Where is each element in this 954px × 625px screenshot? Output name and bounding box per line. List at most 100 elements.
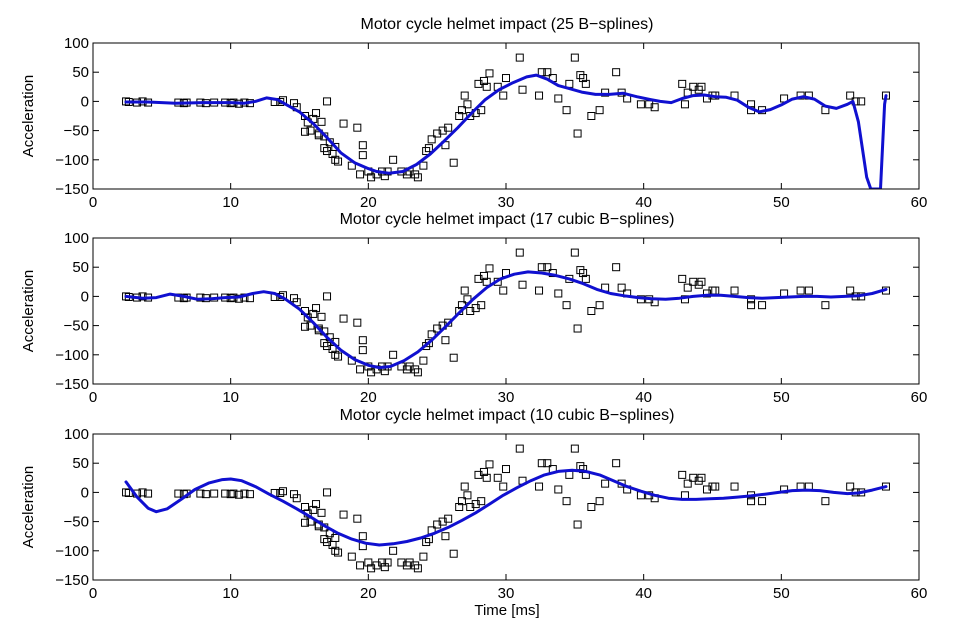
y-axis-label: Acceleration [20, 75, 37, 158]
data-point-marker [543, 68, 552, 77]
data-point-marker [339, 314, 348, 323]
data-point-marker [323, 342, 332, 351]
data-point-marker [463, 100, 472, 109]
x-tick-label: 30 [498, 194, 515, 211]
data-point-marker [312, 304, 321, 313]
data-point-marker [331, 533, 340, 542]
data-point-marker [570, 248, 579, 257]
data-point-marker [502, 74, 510, 83]
data-point-marker [683, 479, 692, 488]
data-point-marker [433, 324, 442, 333]
data-point-marker [730, 286, 739, 295]
x-tick-label: 0 [89, 389, 97, 406]
data-point-marker [581, 79, 590, 88]
data-point-marker [309, 505, 318, 514]
y-axis-label: Acceleration [20, 466, 37, 549]
data-point-marker [570, 444, 579, 453]
data-point-marker [796, 286, 805, 295]
y-tick-label: 0 [81, 484, 89, 501]
data-point-marker [358, 532, 367, 541]
data-point-marker [758, 301, 767, 310]
data-point-marker [229, 489, 238, 498]
x-tick-label: 50 [773, 194, 790, 211]
data-point-marker [595, 106, 604, 115]
data-point-marker [334, 157, 343, 166]
data-point-marker [358, 336, 367, 345]
data-point-marker [680, 100, 689, 109]
data-point-marker [576, 462, 585, 471]
x-tick-label: 10 [222, 585, 239, 602]
data-point-marker [331, 142, 340, 151]
data-point-marker [535, 286, 544, 295]
data-point-marker [601, 479, 610, 488]
data-point-marker [573, 520, 582, 529]
data-point-marker [306, 126, 315, 135]
data-point-marker [419, 356, 428, 365]
data-point-marker [846, 482, 855, 491]
x-tick-label: 0 [89, 585, 97, 602]
data-point-marker [499, 482, 508, 491]
data-point-marker [576, 266, 585, 275]
data-point-marker [405, 362, 414, 371]
data-point-marker [595, 497, 604, 506]
data-point-marker [570, 53, 579, 62]
data-point-marker [612, 68, 621, 77]
data-point-marker [758, 497, 767, 506]
data-point-marker [857, 97, 866, 106]
data-point-marker [482, 82, 491, 91]
data-point-marker [457, 106, 466, 115]
data-point-marker [424, 144, 433, 153]
plot-area: 0 10 20 30 40 50 60 −150 −100 −50 0 50 100 [55, 35, 927, 211]
plot-area: 0 10 20 30 40 50 60 −150 −100 −50 0 50 100 [55, 426, 927, 602]
data-point-marker [356, 365, 365, 374]
x-tick-label: 40 [635, 389, 652, 406]
data-point-marker [474, 274, 483, 283]
data-point-marker [380, 563, 389, 572]
data-point-marker [471, 304, 480, 313]
data-point-marker [565, 470, 574, 479]
data-point-marker [444, 123, 453, 132]
data-point-marker [174, 489, 183, 498]
y-tick-label: −50 [64, 123, 89, 140]
data-point-marker [314, 324, 323, 333]
data-point-marker [683, 283, 692, 292]
data-point-marker [515, 444, 524, 453]
data-point-marker [482, 473, 491, 482]
data-point-marker [347, 552, 356, 561]
data-point-marker [413, 564, 422, 573]
data-point-marker [694, 85, 703, 94]
data-point-marker [144, 489, 153, 498]
data-point-marker [317, 117, 326, 126]
data-point-marker [331, 350, 340, 359]
plot-area: 0 10 20 30 40 50 60 −150 −100 −50 0 50 100 [55, 230, 927, 406]
data-point-marker [138, 488, 147, 497]
data-point-marker [587, 503, 596, 511]
y-tick-label: 0 [81, 288, 89, 305]
data-point-marker [240, 489, 249, 498]
data-point-marker [471, 500, 480, 509]
data-point-marker [389, 155, 398, 164]
y-tick-label: −100 [55, 347, 89, 364]
data-point-marker [422, 147, 431, 156]
data-point-marker [427, 135, 436, 144]
x-tick-label: 40 [635, 585, 652, 602]
data-point-marker [317, 508, 326, 517]
data-point-marker [711, 286, 720, 295]
data-point-marker [317, 312, 326, 321]
data-point-marker [438, 126, 447, 135]
data-point-marker [821, 497, 830, 506]
spline-fit-line [124, 468, 888, 547]
data-point-marker [595, 301, 604, 310]
x-tick-label: 10 [222, 389, 239, 406]
data-point-marker [221, 489, 230, 498]
data-point-marker [312, 109, 321, 118]
data-point-marker [697, 277, 706, 286]
data-point-marker [234, 490, 243, 499]
data-point-marker [573, 324, 582, 333]
data-point-marker [702, 485, 711, 494]
data-point-marker [455, 503, 464, 511]
data-point-marker [678, 274, 687, 283]
data-point-marker [617, 283, 626, 292]
data-point-marker [433, 129, 442, 138]
y-tick-label: −100 [55, 543, 89, 560]
